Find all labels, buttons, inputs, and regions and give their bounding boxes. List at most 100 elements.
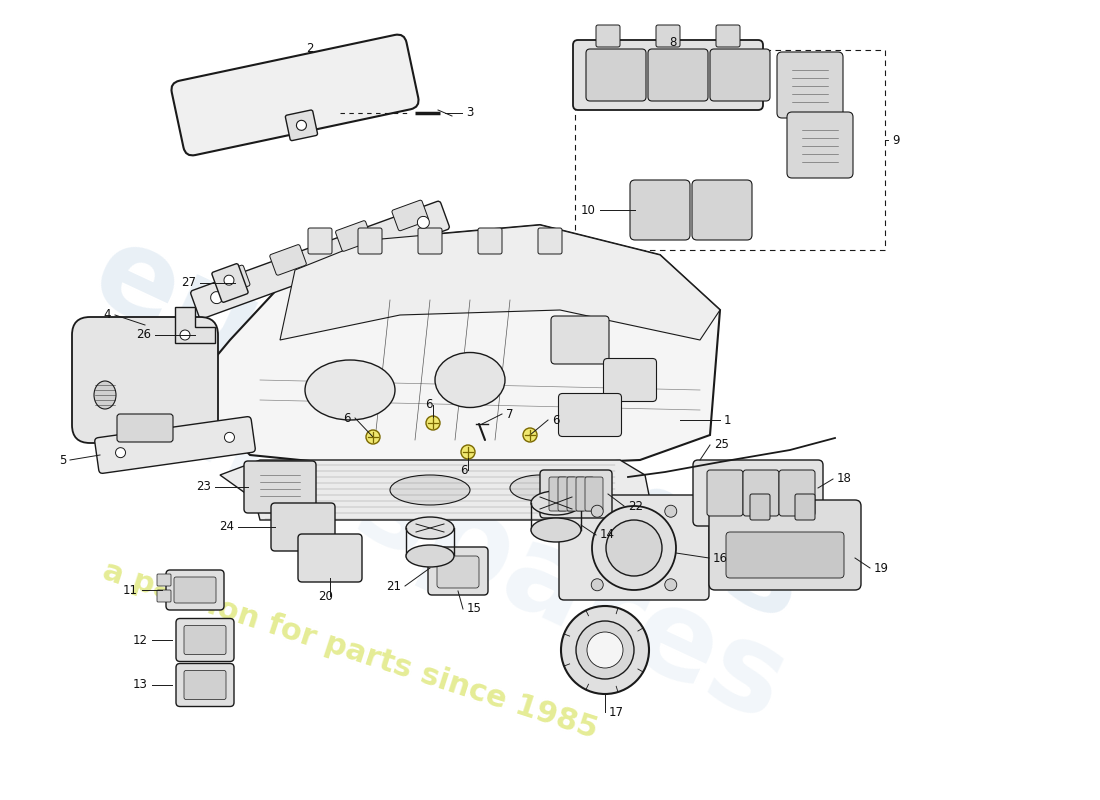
Text: 11: 11 [123,583,138,597]
Text: 3: 3 [466,106,473,119]
FancyBboxPatch shape [117,414,173,442]
FancyBboxPatch shape [777,52,843,118]
Text: 26: 26 [136,329,151,342]
Text: 14: 14 [600,529,615,542]
FancyBboxPatch shape [176,663,234,706]
Circle shape [296,120,307,130]
FancyBboxPatch shape [573,40,763,110]
Text: 10: 10 [581,203,596,217]
FancyBboxPatch shape [298,534,362,582]
FancyBboxPatch shape [648,49,708,101]
FancyBboxPatch shape [716,25,740,47]
FancyBboxPatch shape [549,477,566,511]
Circle shape [224,432,234,442]
FancyBboxPatch shape [551,316,609,364]
Ellipse shape [390,475,470,505]
FancyBboxPatch shape [285,110,318,141]
FancyBboxPatch shape [656,25,680,47]
FancyBboxPatch shape [779,470,815,516]
Circle shape [224,275,234,285]
FancyBboxPatch shape [596,25,620,47]
FancyBboxPatch shape [437,556,478,588]
FancyBboxPatch shape [742,470,779,516]
Text: 24: 24 [219,521,234,534]
Bar [575,50,886,250]
FancyBboxPatch shape [559,495,710,600]
Text: eurospares: eurospares [55,314,805,746]
Text: 15: 15 [468,602,482,615]
Text: 16: 16 [713,551,728,565]
Text: 23: 23 [196,481,211,494]
FancyBboxPatch shape [176,618,234,662]
FancyBboxPatch shape [271,503,336,551]
Circle shape [561,606,649,694]
FancyBboxPatch shape [692,180,752,240]
Text: a passion for parts since 1985: a passion for parts since 1985 [99,556,602,744]
Text: 8: 8 [669,35,676,49]
FancyBboxPatch shape [750,494,770,520]
FancyBboxPatch shape [710,500,861,590]
FancyBboxPatch shape [558,477,576,511]
Circle shape [606,520,662,576]
FancyBboxPatch shape [213,265,250,296]
Polygon shape [220,460,650,520]
FancyBboxPatch shape [786,112,852,178]
FancyBboxPatch shape [428,547,488,595]
Text: 6: 6 [426,398,432,411]
Text: 21: 21 [386,579,402,593]
Ellipse shape [531,491,581,515]
FancyBboxPatch shape [392,200,429,230]
FancyBboxPatch shape [157,574,170,586]
Circle shape [116,448,125,458]
FancyBboxPatch shape [157,590,170,602]
Text: 1: 1 [724,414,732,426]
FancyBboxPatch shape [190,201,450,319]
Circle shape [591,506,603,518]
Circle shape [180,330,190,340]
Text: 25: 25 [714,438,729,451]
FancyBboxPatch shape [418,228,442,254]
FancyBboxPatch shape [630,180,690,240]
Ellipse shape [510,475,570,501]
FancyBboxPatch shape [586,49,646,101]
FancyBboxPatch shape [540,470,612,518]
Text: 20: 20 [319,590,333,602]
Ellipse shape [94,381,115,409]
FancyBboxPatch shape [308,228,332,254]
Text: 6: 6 [552,414,560,426]
Circle shape [461,445,475,459]
FancyBboxPatch shape [693,460,823,526]
FancyBboxPatch shape [184,626,226,654]
Text: 18: 18 [837,473,851,486]
Polygon shape [175,307,214,343]
Text: eurospares: eurospares [75,214,825,646]
FancyBboxPatch shape [478,228,502,254]
Circle shape [210,292,222,304]
FancyBboxPatch shape [336,221,372,251]
FancyBboxPatch shape [358,228,382,254]
Text: 27: 27 [182,277,196,290]
Text: 12: 12 [133,634,148,646]
FancyBboxPatch shape [795,494,815,520]
Text: 6: 6 [343,411,351,425]
Circle shape [366,430,379,444]
Ellipse shape [406,545,454,567]
FancyBboxPatch shape [72,317,218,443]
FancyBboxPatch shape [184,670,226,699]
Text: 17: 17 [609,706,624,718]
Circle shape [664,506,676,518]
Circle shape [426,416,440,430]
FancyBboxPatch shape [707,470,743,516]
Text: 7: 7 [506,407,514,421]
Polygon shape [280,225,720,340]
FancyBboxPatch shape [576,477,594,511]
Circle shape [522,428,537,442]
FancyBboxPatch shape [174,577,216,603]
FancyBboxPatch shape [726,532,844,578]
FancyBboxPatch shape [270,245,306,275]
Text: 4: 4 [103,309,111,322]
Circle shape [587,632,623,668]
FancyBboxPatch shape [566,477,585,511]
Ellipse shape [531,518,581,542]
FancyBboxPatch shape [172,34,419,155]
